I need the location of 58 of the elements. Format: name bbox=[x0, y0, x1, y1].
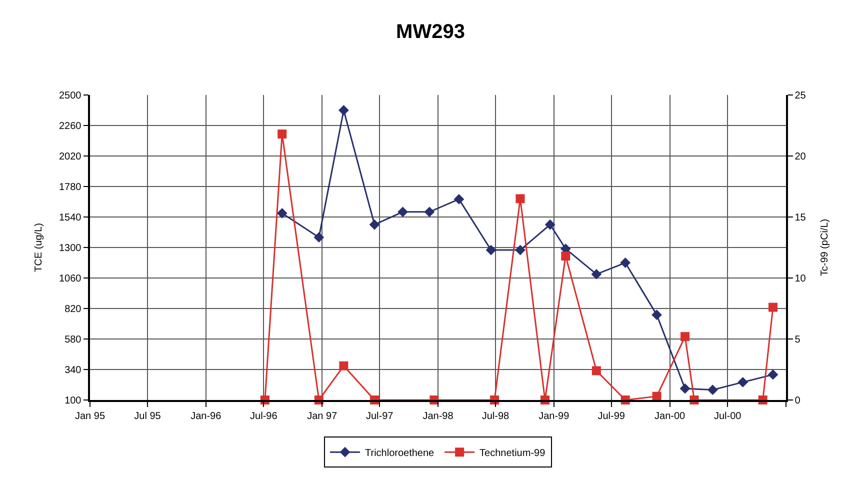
point bbox=[515, 244, 526, 256]
x-tick-label: Jul-97 bbox=[366, 410, 394, 422]
point bbox=[339, 361, 348, 370]
point bbox=[486, 244, 496, 256]
point bbox=[591, 268, 602, 280]
point bbox=[369, 219, 380, 230]
y2-tick-label: 15 bbox=[794, 212, 806, 224]
y2-tick-label: 5 bbox=[794, 334, 801, 346]
y2-tick-label: 25 bbox=[794, 90, 806, 102]
y-tick-label: 2260 bbox=[59, 121, 82, 132]
point bbox=[738, 377, 748, 388]
y-axis-title: TCE (ug/L) bbox=[34, 223, 44, 272]
point bbox=[768, 302, 778, 312]
chart-title: MW293 bbox=[396, 21, 465, 43]
x-tick-label: Jan-96 bbox=[190, 410, 222, 422]
y-tick-label: 340 bbox=[64, 365, 82, 376]
x-tick-label: Jul-99 bbox=[598, 410, 626, 422]
point bbox=[454, 194, 464, 204]
legend-label: Trichloroethene bbox=[365, 448, 435, 459]
point bbox=[338, 105, 349, 116]
y2-tick-label: 0 bbox=[794, 396, 801, 406]
y-tick-label: 580 bbox=[64, 334, 82, 346]
y-tick-label: 2500 bbox=[59, 90, 82, 102]
legend-label: Technetium-99 bbox=[480, 448, 546, 459]
y2-tick-label: 10 bbox=[794, 274, 806, 284]
y-tick-label: 1060 bbox=[59, 274, 82, 284]
y-tick-label: 820 bbox=[64, 304, 82, 315]
x-tick-label: Jan-00 bbox=[654, 410, 686, 422]
x-tick-label: Jul-98 bbox=[482, 410, 510, 422]
point bbox=[398, 206, 408, 218]
x-tick-label: Jan 97 bbox=[307, 410, 338, 422]
x-tick-label: Jul-96 bbox=[250, 410, 278, 422]
x-tick-label: Jul 95 bbox=[134, 410, 162, 422]
point bbox=[652, 310, 662, 320]
x-tick-label: Jan-99 bbox=[538, 410, 570, 422]
point bbox=[516, 194, 525, 204]
point bbox=[544, 219, 556, 230]
y-tick-label: 1780 bbox=[59, 182, 82, 193]
point bbox=[278, 130, 287, 139]
y2-axis-title: Tc-99 (pCi/L) bbox=[819, 218, 830, 276]
point bbox=[314, 232, 324, 243]
y-tick-label: 100 bbox=[64, 396, 82, 406]
point bbox=[561, 252, 570, 261]
point bbox=[424, 206, 435, 218]
point bbox=[620, 258, 631, 268]
y-tick-label: 1300 bbox=[59, 243, 82, 254]
y-tick-label: 2020 bbox=[59, 152, 82, 162]
point bbox=[592, 366, 601, 376]
point bbox=[680, 383, 690, 394]
x-tick-label: Jul-00 bbox=[714, 410, 742, 422]
point bbox=[768, 369, 778, 380]
y2-tick-label: 20 bbox=[794, 152, 806, 162]
x-tick-label: Jan 95 bbox=[74, 410, 106, 422]
x-tick-label: Jan-98 bbox=[422, 410, 454, 422]
y-tick-label: 1540 bbox=[59, 212, 82, 224]
point bbox=[707, 384, 718, 396]
point bbox=[680, 332, 690, 342]
point bbox=[276, 208, 288, 218]
